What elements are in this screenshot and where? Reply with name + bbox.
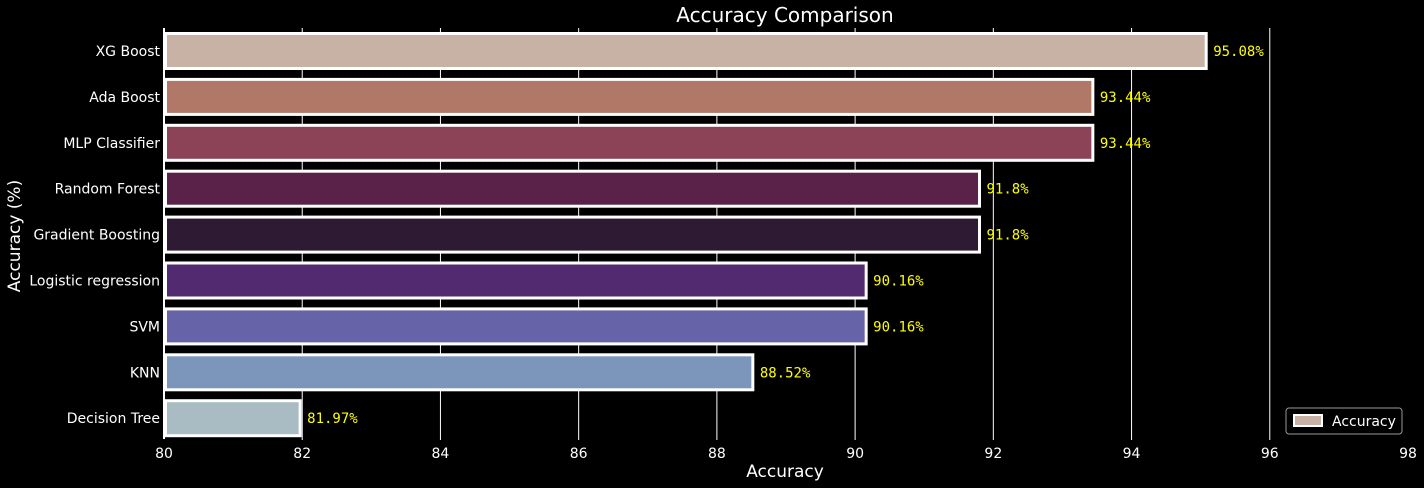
y-tick-label: XG Boost [96, 44, 161, 60]
x-tick-label: 94 [1123, 446, 1141, 462]
bar-value-label: 93.44% [1100, 90, 1151, 106]
bar-value-label: 88.52% [760, 365, 811, 381]
y-tick-label: Gradient Boosting [33, 228, 160, 244]
y-tick-labels: XG Boost Ada Boost MLP Classifier Random Fo… [29, 44, 160, 427]
y-tick-label: Logistic regression [29, 274, 160, 290]
bar-value-label: 91.8% [987, 182, 1030, 198]
y-tick-label: KNN [130, 365, 160, 381]
x-tick-label: 80 [155, 446, 173, 462]
bar-value-label: 90.16% [873, 319, 924, 335]
bar-value-label: 93.44% [1100, 136, 1151, 152]
y-axis-label: Accuracy (%) [5, 180, 25, 292]
x-tick-label: 84 [432, 446, 450, 462]
x-tick-label: 82 [293, 446, 311, 462]
x-tick-label: 90 [846, 446, 864, 462]
bar-value-label: 90.16% [873, 274, 924, 290]
x-tick-label: 92 [984, 446, 1002, 462]
y-tick-label: Decision Tree [67, 411, 160, 427]
value-labels: 95.08% 93.44% 93.44% 91.8% 91.8% 90.16% 90.16%… [307, 44, 1264, 427]
bar-value-label: 91.8% [987, 228, 1030, 244]
bars [164, 32, 1208, 438]
y-tick-label: Random Forest [55, 182, 161, 198]
chart-title: Accuracy Comparison [676, 3, 893, 27]
bar [164, 77, 1095, 116]
x-tick-label: 98 [1399, 446, 1417, 462]
y-tick-label: Ada Boost [89, 90, 160, 106]
bar [164, 123, 1095, 162]
legend-label: Accuracy [1332, 414, 1396, 430]
x-tick-label: 88 [708, 446, 726, 462]
bar-value-label: 81.97% [307, 411, 358, 427]
bar [164, 261, 868, 300]
x-tick-label: 86 [570, 446, 588, 462]
bar [164, 215, 982, 254]
legend: Accuracy [1285, 407, 1403, 435]
bar [164, 307, 868, 346]
bar [164, 399, 302, 438]
legend-swatch [1293, 414, 1323, 427]
y-tick-label: MLP Classifier [63, 136, 160, 152]
bar [164, 169, 982, 208]
bar [164, 32, 1208, 70]
x-tick-label: 96 [1261, 446, 1279, 462]
x-axis-label: Accuracy [746, 462, 824, 482]
x-tick-labels: 80 82 84 86 88 90 92 94 96 98 [155, 446, 1417, 462]
y-tick-label: SVM [129, 319, 160, 335]
bar [164, 353, 755, 392]
bar-value-label: 95.08% [1213, 44, 1264, 60]
